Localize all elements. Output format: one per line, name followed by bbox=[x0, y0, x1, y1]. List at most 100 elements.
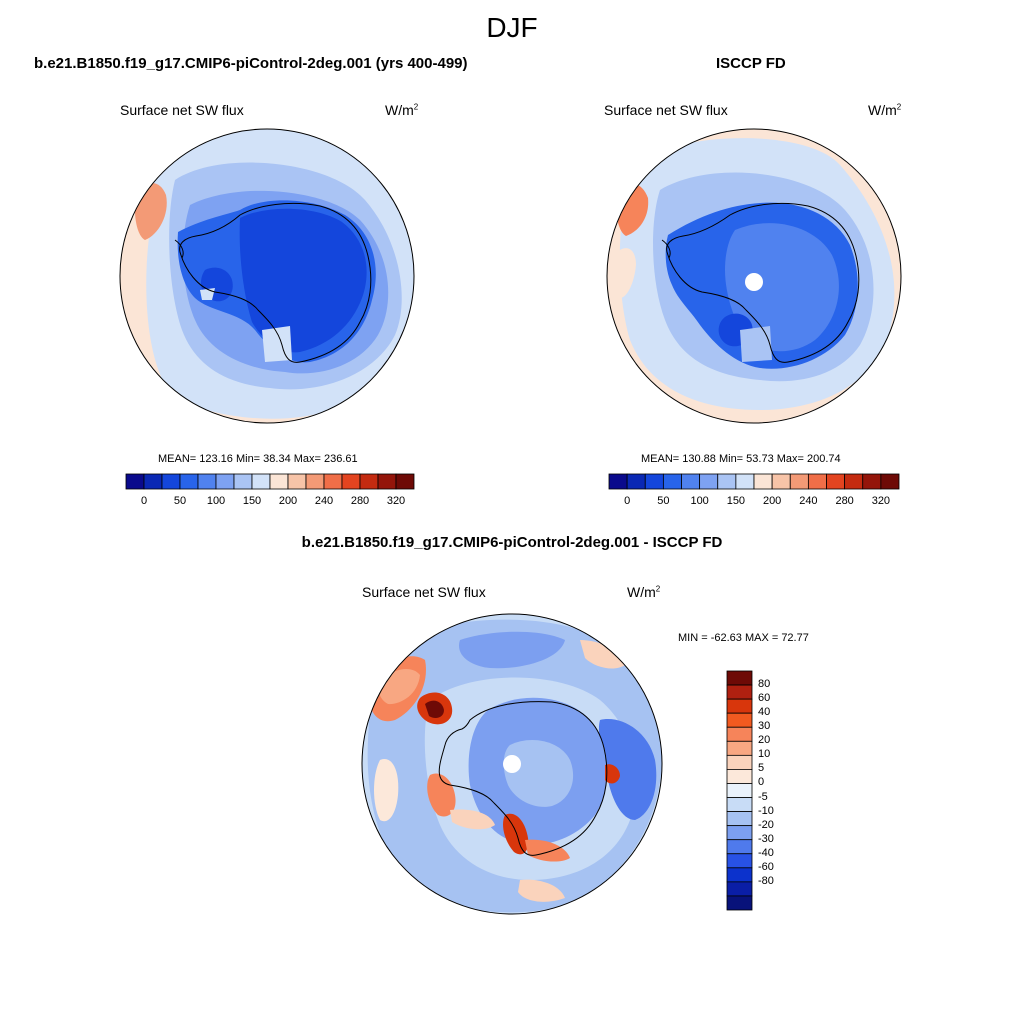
model-colorbar bbox=[125, 473, 415, 490]
model-variable-label: Surface net SW flux bbox=[120, 102, 244, 118]
diff-colorbar-swatch bbox=[726, 754, 753, 770]
obs-colorbar-swatch bbox=[753, 473, 773, 490]
model-units-label: W/m2 bbox=[385, 102, 419, 118]
model-colorbar-tick-label: 280 bbox=[350, 495, 370, 507]
diff-colorbar-tick-label: -20 bbox=[758, 818, 774, 831]
model-colorbar-swatch bbox=[287, 473, 307, 490]
model-colorbar-swatch bbox=[215, 473, 235, 490]
diff-colorbar-tick-label: 80 bbox=[758, 678, 771, 691]
diff-colorbar-swatch bbox=[726, 853, 753, 869]
obs-colorbar-swatch bbox=[735, 473, 755, 490]
obs-colorbar-swatch bbox=[826, 473, 846, 490]
diff-colorbar-swatch bbox=[726, 740, 753, 756]
obs-colorbar-swatch bbox=[644, 473, 664, 490]
season-title: DJF bbox=[486, 12, 538, 43]
diff-colorbar-tick-label: 40 bbox=[758, 706, 771, 719]
model-panel-title: b.e21.B1850.f19_g17.CMIP6-piControl-2deg… bbox=[34, 55, 468, 72]
diff-colorbar-tick-label: -40 bbox=[758, 846, 774, 859]
obs-colorbar-swatch bbox=[681, 473, 701, 490]
model-colorbar-tick-label: 150 bbox=[242, 495, 262, 507]
diff-colorbar-swatch bbox=[726, 881, 753, 897]
model-colorbar-tick-label: 200 bbox=[278, 495, 298, 507]
diff-colorbar-swatch bbox=[726, 698, 753, 714]
obs-colorbar-swatch bbox=[717, 473, 737, 490]
model-colorbar-swatch bbox=[377, 473, 397, 490]
model-stats: MEAN= 123.16 Min= 38.34 Max= 236.61 bbox=[158, 453, 358, 465]
model-colorbar-tick-label: 240 bbox=[314, 495, 334, 507]
diff-colorbar-tick-label: 10 bbox=[758, 748, 771, 761]
model-colorbar-swatch bbox=[233, 473, 253, 490]
obs-colorbar-swatch bbox=[699, 473, 719, 490]
obs-colorbar-swatch bbox=[626, 473, 646, 490]
obs-colorbar-tick-label: 200 bbox=[762, 495, 782, 507]
obs-colorbar-tick-label: 0 bbox=[624, 495, 631, 507]
obs-colorbar-tick-label: 50 bbox=[657, 495, 670, 507]
diff-colorbar-tick-label: 20 bbox=[758, 734, 771, 747]
diff-stats: MIN = -62.63 MAX = 72.77 bbox=[678, 632, 809, 644]
diff-colorbar-swatch bbox=[726, 895, 753, 911]
model-colorbar-swatch bbox=[269, 473, 289, 490]
obs-variable-label: Surface net SW flux bbox=[604, 102, 728, 118]
model-colorbar-swatch bbox=[179, 473, 199, 490]
diff-colorbar-swatch bbox=[726, 811, 753, 827]
obs-colorbar-swatch bbox=[880, 473, 900, 490]
model-colorbar-swatch bbox=[341, 473, 361, 490]
diff-colorbar-swatch bbox=[726, 670, 753, 686]
diff-colorbar-tick-label: 30 bbox=[758, 720, 771, 733]
model-colorbar-tick-label: 0 bbox=[140, 495, 148, 507]
diff-variable-label: Surface net SW flux bbox=[362, 584, 486, 600]
obs-colorbar-tick-label: 150 bbox=[726, 495, 746, 507]
obs-colorbar-swatch bbox=[662, 473, 682, 490]
obs-colorbar-tick-label: 280 bbox=[835, 495, 854, 507]
obs-units-label: W/m2 bbox=[868, 102, 902, 118]
model-colorbar-swatch bbox=[395, 473, 415, 490]
model-colorbar-swatch bbox=[161, 473, 181, 490]
model-colorbar-swatch bbox=[359, 473, 379, 490]
model-colorbar-swatch bbox=[197, 473, 217, 490]
obs-colorbar-tick-label: 320 bbox=[871, 495, 891, 507]
model-colorbar-tick-label: 100 bbox=[206, 495, 226, 507]
diff-colorbar-tick-label: 0 bbox=[758, 776, 765, 789]
obs-panel-title: ISCCP FD bbox=[716, 55, 786, 72]
diff-polar-map bbox=[361, 613, 663, 915]
diff-colorbar-swatch bbox=[726, 783, 753, 798]
model-colorbar-swatch bbox=[125, 473, 145, 490]
diff-colorbar-swatch bbox=[726, 712, 753, 728]
obs-colorbar-swatch bbox=[771, 473, 791, 490]
diff-colorbar-swatch bbox=[726, 839, 753, 855]
diff-colorbar-tick-label: 60 bbox=[758, 692, 771, 705]
diff-colorbar-tick-label: -60 bbox=[758, 860, 774, 873]
diff-colorbar-swatch bbox=[726, 769, 753, 784]
diff-colorbar-swatch bbox=[726, 726, 753, 742]
obs-colorbar-swatch bbox=[789, 473, 809, 490]
obs-colorbar-tick-label: 100 bbox=[690, 495, 709, 507]
obs-stats: MEAN= 130.88 Min= 53.73 Max= 200.74 bbox=[641, 453, 841, 465]
diff-units-label: W/m2 bbox=[627, 584, 661, 600]
diff-colorbar-tick-label: -80 bbox=[758, 874, 774, 887]
diff-colorbar-tick-label: -10 bbox=[758, 804, 774, 817]
diff-colorbar bbox=[726, 670, 753, 911]
model-polar-map bbox=[119, 128, 415, 424]
obs-colorbar-swatch bbox=[862, 473, 882, 490]
model-colorbar-swatch bbox=[251, 473, 271, 490]
diff-colorbar-swatch bbox=[726, 825, 753, 841]
model-colorbar-tick-label: 50 bbox=[173, 495, 187, 507]
diff-colorbar-tick-label: -30 bbox=[758, 832, 774, 845]
diff-colorbar-swatch bbox=[726, 867, 753, 883]
obs-colorbar-tick-label: 240 bbox=[799, 495, 818, 507]
diff-colorbar-swatch bbox=[726, 797, 753, 812]
obs-colorbar bbox=[608, 473, 900, 490]
model-colorbar-swatch bbox=[143, 473, 163, 490]
obs-colorbar-swatch bbox=[844, 473, 864, 490]
obs-polar-map bbox=[606, 128, 902, 424]
diff-panel-title: b.e21.B1850.f19_g17.CMIP6-piControl-2deg… bbox=[301, 534, 723, 551]
diff-colorbar-tick-label: -5 bbox=[758, 790, 768, 803]
model-colorbar-swatch bbox=[323, 473, 343, 490]
diff-colorbar-tick-label: 5 bbox=[758, 762, 765, 775]
diff-colorbar-swatch bbox=[726, 684, 753, 700]
model-colorbar-swatch bbox=[305, 473, 325, 490]
obs-colorbar-swatch bbox=[608, 473, 628, 490]
obs-colorbar-swatch bbox=[807, 473, 827, 490]
